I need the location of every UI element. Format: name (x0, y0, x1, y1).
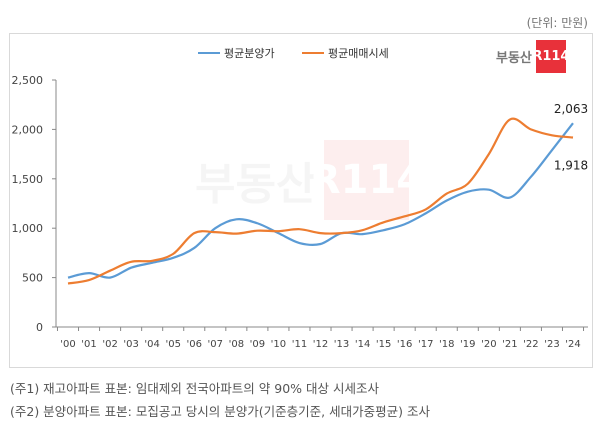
y-tick-label: 0 (36, 321, 43, 334)
y-tick-label: 500 (22, 272, 43, 285)
x-tick-label: '08 (229, 339, 244, 350)
x-tick-label: '01 (81, 339, 96, 350)
x-tick-label: '23 (544, 339, 559, 350)
x-tick-label: '19 (460, 339, 475, 350)
note-2: (주2) 분양아파트 표본: 모집공고 당시의 분양가(기준층기준, 세대가중평… (10, 404, 430, 419)
x-tick-label: '17 (418, 339, 433, 350)
series-line-1 (67, 117, 574, 285)
chart-frame (9, 33, 593, 368)
x-tick-label: '22 (523, 339, 538, 350)
note-1: (주1) 재고아파트 표본: 임대제외 전국아파트의 약 90% 대상 시세조사 (10, 381, 379, 396)
x-tick-label: '02 (102, 339, 117, 350)
r114-logo: 부동산 R114 (496, 40, 569, 73)
x-tick-label: '11 (292, 339, 307, 350)
x-tick-label: '09 (250, 339, 265, 350)
x-tick-label: '12 (313, 339, 328, 350)
x-tick-label: '21 (502, 339, 517, 350)
x-tick-label: '16 (397, 339, 412, 350)
x-tick-label: '20 (481, 339, 496, 350)
series-line-0 (67, 122, 574, 279)
data-label: 2,063 (554, 102, 588, 116)
x-tick-label: '24 (565, 339, 580, 350)
x-tick-label: '00 (60, 339, 75, 350)
x-tick-label: '14 (355, 339, 370, 350)
watermark-logo: 부동산 R114 (195, 140, 424, 220)
x-tick-label: '03 (123, 339, 138, 350)
y-tick-label: 1,000 (12, 222, 44, 235)
legend-label-1: 평균매매시세 (328, 47, 389, 60)
y-tick-label: 1,500 (12, 173, 44, 186)
x-tick-label: '07 (208, 339, 223, 350)
x-tick-label: '05 (165, 339, 180, 350)
legend-label-0: 평균분양가 (224, 47, 275, 60)
x-tick-label: '18 (439, 339, 454, 350)
x-tick-label: '06 (187, 339, 202, 350)
data-label: 1,918 (554, 159, 588, 173)
x-tick-label: '04 (144, 339, 159, 350)
y-tick-label: 2,000 (12, 123, 44, 136)
unit-label: (단위: 만원) (526, 16, 588, 30)
x-tick-label: '10 (271, 339, 286, 350)
x-tick-label: '13 (334, 339, 349, 350)
x-tick-label: '15 (376, 339, 391, 350)
y-tick-label: 2,500 (12, 74, 44, 87)
